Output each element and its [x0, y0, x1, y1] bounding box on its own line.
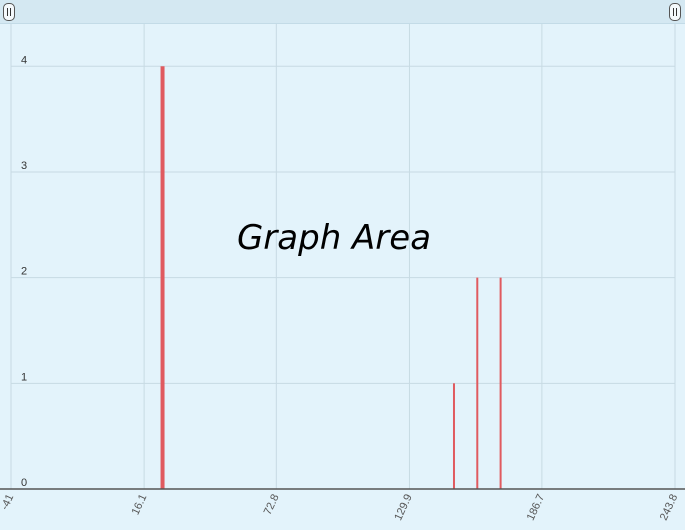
x-tick-label: 186.7 — [525, 492, 548, 522]
y-tick-label: 2 — [21, 266, 27, 278]
x-tick-label: 243.8 — [658, 492, 681, 522]
y-tick-label: 3 — [21, 160, 27, 172]
x-tick-label: 129.9 — [392, 492, 415, 522]
bar-1 — [160, 66, 165, 489]
y-tick-label: 1 — [21, 371, 27, 383]
x-tick-label: 16.1 — [130, 492, 150, 516]
right-range-handle-icon[interactable] — [669, 3, 681, 21]
y-tick-label: 4 — [21, 54, 27, 66]
bar-4 — [499, 277, 502, 489]
bar-3 — [476, 277, 479, 489]
x-tick-label: 72.8 — [262, 492, 282, 516]
graph-area-label: Graph Area — [236, 218, 432, 258]
y-tick-label: 0 — [21, 477, 27, 489]
range-selector-bar[interactable] — [0, 0, 685, 24]
left-range-handle-icon[interactable] — [3, 3, 15, 21]
bar-2 — [452, 383, 455, 489]
x-tick-label: -41 — [0, 492, 16, 511]
